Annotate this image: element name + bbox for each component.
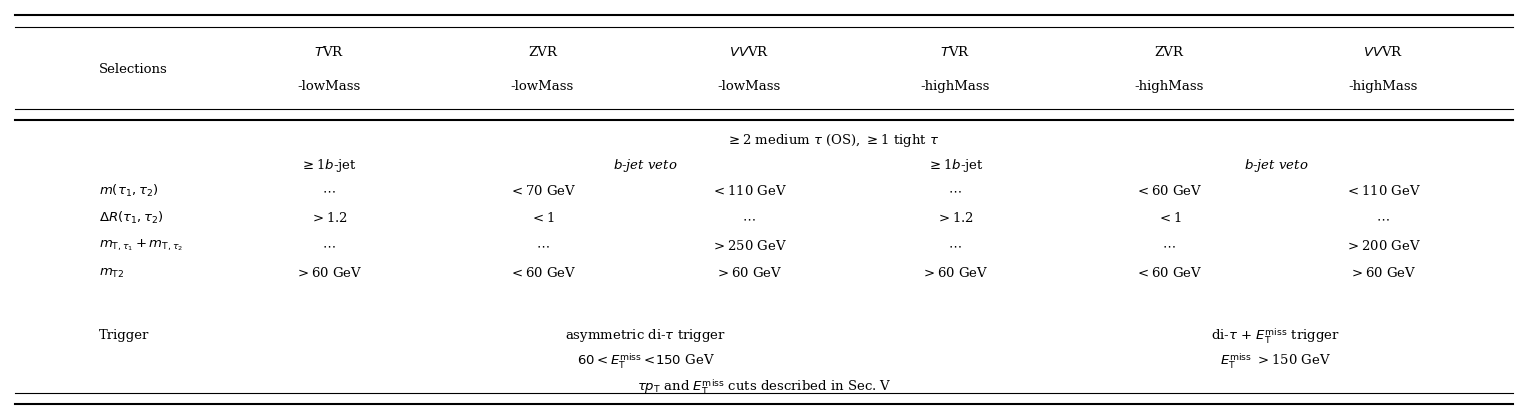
Text: $b$-jet veto: $b$-jet veto	[1244, 158, 1308, 174]
Text: $60 < E_{\mathrm{T}}^{\mathrm{miss}} <\!150$ GeV: $60 < E_{\mathrm{T}}^{\mathrm{miss}} <\!…	[576, 352, 715, 371]
Text: -lowMass: -lowMass	[717, 80, 781, 92]
Text: $\mathit{VV}$VR: $\mathit{VV}$VR	[1363, 45, 1403, 60]
Text: $\cdots$: $\cdots$	[1377, 212, 1389, 225]
Text: $E_{\mathrm{T}}^{\mathrm{miss}}$ $>$150 GeV: $E_{\mathrm{T}}^{\mathrm{miss}}$ $>$150 …	[1221, 352, 1331, 371]
Text: $<$1: $<$1	[1157, 211, 1181, 226]
Text: $>$200 GeV: $>$200 GeV	[1345, 239, 1421, 253]
Text: $b$-jet veto: $b$-jet veto	[613, 158, 678, 174]
Text: $\cdots$: $\cdots$	[743, 212, 755, 225]
Text: $\mathit{T}$VR: $\mathit{T}$VR	[940, 45, 970, 60]
Text: $<$110 GeV: $<$110 GeV	[1345, 184, 1421, 198]
Text: -lowMass: -lowMass	[296, 80, 361, 92]
Text: ZVR: ZVR	[529, 46, 556, 59]
Text: $\mathit{VV}$VR: $\mathit{VV}$VR	[729, 45, 769, 60]
Text: $\cdots$: $\cdots$	[322, 185, 335, 197]
Text: $\Delta R(\tau_1,\tau_2)$: $\Delta R(\tau_1,\tau_2)$	[99, 210, 163, 226]
Text: $\mathit{T}$VR: $\mathit{T}$VR	[313, 45, 344, 60]
Text: $m_{\mathrm{T},\tau_1}+m_{\mathrm{T},\tau_2}$: $m_{\mathrm{T},\tau_1}+m_{\mathrm{T},\ta…	[99, 238, 183, 254]
Text: -highMass: -highMass	[1348, 80, 1418, 92]
Text: $>$250 GeV: $>$250 GeV	[711, 239, 787, 253]
Text: $>$60 GeV: $>$60 GeV	[295, 266, 362, 280]
Text: $>$1.2: $>$1.2	[310, 211, 347, 226]
Text: $m_{\mathrm{T2}}$: $m_{\mathrm{T2}}$	[99, 266, 125, 280]
Text: $\geq$2 medium $\tau$ (OS), $\geq$1 tight $\tau$: $\geq$2 medium $\tau$ (OS), $\geq$1 tigh…	[726, 132, 940, 149]
Text: $m(\tau_1,\tau_2)$: $m(\tau_1,\tau_2)$	[99, 183, 159, 199]
Text: $<$60 GeV: $<$60 GeV	[1135, 184, 1203, 198]
Text: $\geq$1$b$-jet: $\geq$1$b$-jet	[299, 158, 358, 174]
Text: $<$1: $<$1	[530, 211, 555, 226]
Text: $>$60 GeV: $>$60 GeV	[1349, 266, 1416, 280]
Text: -lowMass: -lowMass	[510, 80, 575, 92]
Text: $\tau p_{\mathrm{T}}$ and $E_{\mathrm{T}}^{\mathrm{miss}}$ cuts described in Sec: $\tau p_{\mathrm{T}}$ and $E_{\mathrm{T}…	[637, 378, 891, 397]
Text: $\cdots$: $\cdots$	[949, 185, 961, 197]
Text: asymmetric di-$\tau$ trigger: asymmetric di-$\tau$ trigger	[565, 328, 726, 344]
Text: $<$60 GeV: $<$60 GeV	[1135, 266, 1203, 280]
Text: -highMass: -highMass	[920, 80, 990, 92]
Text: $>$1.2: $>$1.2	[937, 211, 973, 226]
Text: $<$110 GeV: $<$110 GeV	[711, 184, 787, 198]
Text: Selections: Selections	[99, 63, 168, 76]
Text: di-$\tau$ $+$ $E_{\mathrm{T}}^{\mathrm{miss}}$ trigger: di-$\tau$ $+$ $E_{\mathrm{T}}^{\mathrm{m…	[1212, 326, 1340, 346]
Text: $<$70 GeV: $<$70 GeV	[509, 184, 576, 198]
Text: $\cdots$: $\cdots$	[322, 239, 335, 252]
Text: $\geq$1$b$-jet: $\geq$1$b$-jet	[926, 158, 984, 174]
Text: $\cdots$: $\cdots$	[1163, 239, 1175, 252]
Text: $\cdots$: $\cdots$	[949, 239, 961, 252]
Text: ZVR: ZVR	[1155, 46, 1183, 59]
Text: $\cdots$: $\cdots$	[536, 239, 549, 252]
Text: $<$60 GeV: $<$60 GeV	[509, 266, 576, 280]
Text: -highMass: -highMass	[1134, 80, 1204, 92]
Text: Trigger: Trigger	[99, 330, 150, 342]
Text: $>$60 GeV: $>$60 GeV	[715, 266, 782, 280]
Text: $>$60 GeV: $>$60 GeV	[921, 266, 989, 280]
